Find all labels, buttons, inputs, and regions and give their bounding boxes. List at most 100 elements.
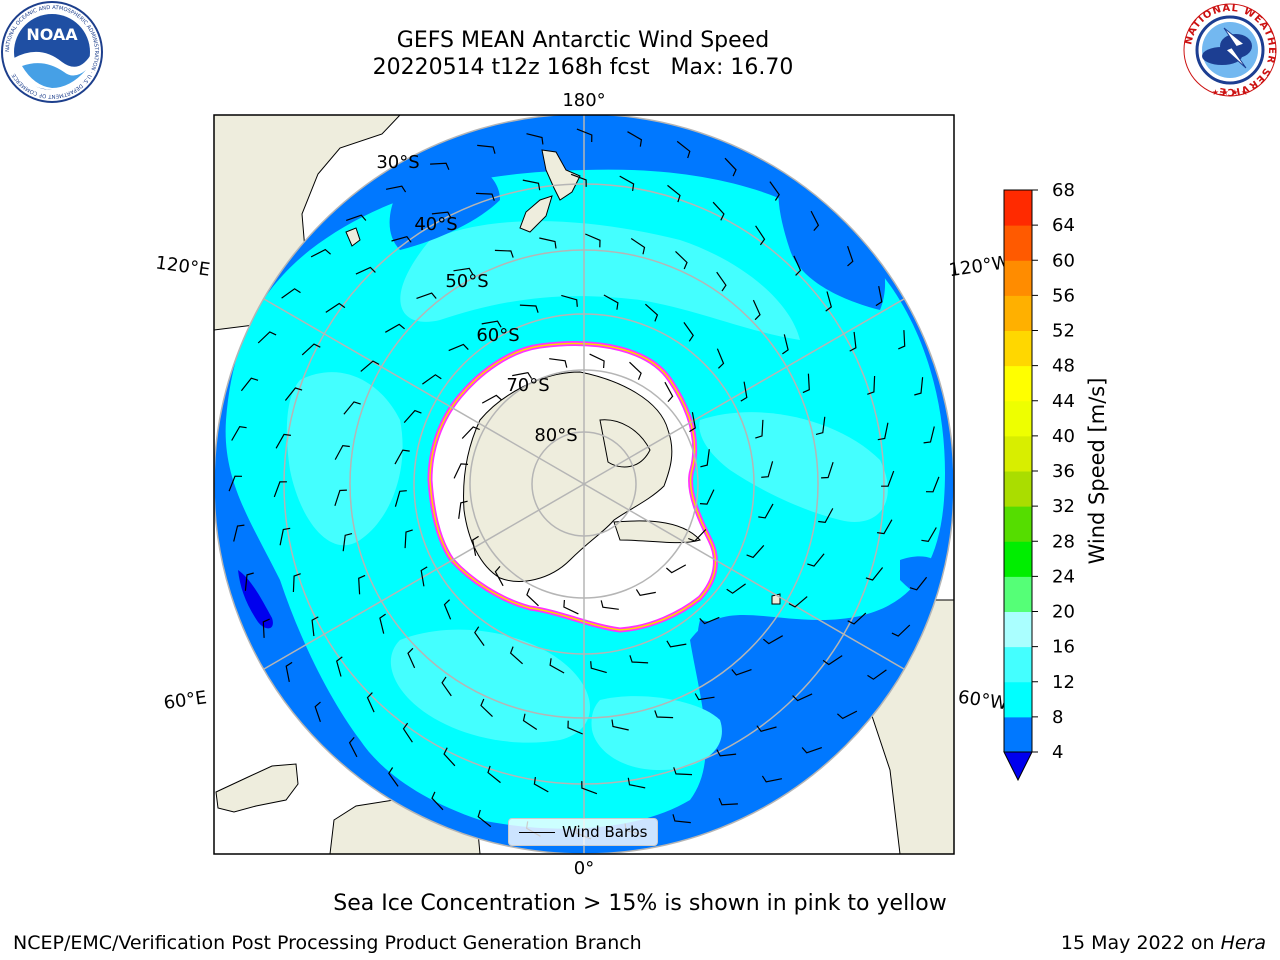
wind-barb bbox=[676, 140, 691, 159]
wind-barb bbox=[761, 461, 774, 478]
wind-barb bbox=[769, 181, 780, 201]
lon-label-120e: 120°E bbox=[154, 252, 211, 280]
lon-label-60e: 60°E bbox=[162, 687, 208, 714]
lon-label-60w: 60°W bbox=[957, 687, 1009, 715]
wind-barb bbox=[385, 323, 405, 333]
madagascar-land bbox=[215, 763, 299, 813]
wind-barb bbox=[877, 422, 889, 441]
wind-barb bbox=[699, 489, 715, 505]
wind-barb bbox=[761, 775, 783, 783]
wind-barb bbox=[257, 331, 277, 344]
colorbar-tick-label: 68 bbox=[1052, 180, 1075, 201]
wind-barb bbox=[240, 377, 259, 392]
chart-subtitle: 20220514 t12z 168h fcst Max: 16.70 bbox=[372, 55, 794, 80]
lon-label-0: 0° bbox=[574, 858, 594, 879]
sea-ice-note: Sea Ice Concentration > 15% is shown in … bbox=[333, 891, 947, 916]
wind-barb bbox=[360, 360, 380, 372]
wind-barb bbox=[740, 381, 748, 402]
wind-barb bbox=[475, 192, 495, 201]
wind-barb bbox=[875, 285, 883, 307]
wind-barb bbox=[793, 255, 802, 276]
wind-barb bbox=[394, 449, 410, 465]
wind-barb bbox=[694, 693, 715, 701]
wind-barb bbox=[231, 425, 247, 441]
wind-barb bbox=[600, 600, 619, 610]
wind-barb bbox=[716, 271, 727, 292]
wind-barb bbox=[334, 489, 347, 506]
wind-barb bbox=[788, 596, 808, 608]
wind-barb bbox=[453, 267, 474, 275]
map-legend: Wind Barbs bbox=[508, 818, 658, 846]
wind-barb bbox=[627, 777, 646, 789]
lat-label-30s: 30°S bbox=[376, 152, 419, 173]
nws-logo: NATIONAL WEATHER SERVICE ★ ★ ★ ★ bbox=[1183, 3, 1277, 97]
wind-barb bbox=[763, 635, 783, 645]
colorbar-segment bbox=[1004, 260, 1032, 296]
wind-barb bbox=[509, 646, 523, 665]
wind-barb bbox=[611, 719, 629, 731]
colorbar-segment bbox=[1004, 646, 1032, 683]
wind-barb bbox=[539, 237, 557, 249]
wind-barb bbox=[355, 266, 376, 275]
wind-barb bbox=[818, 508, 834, 524]
wind-barb bbox=[675, 250, 688, 270]
wind-barb bbox=[672, 814, 691, 824]
wind-barb bbox=[755, 419, 764, 439]
wind-barb bbox=[480, 698, 493, 718]
wind-barb bbox=[801, 747, 822, 754]
wind-barb bbox=[590, 661, 607, 674]
colorbar-segment bbox=[1004, 225, 1032, 261]
colorbar-segment bbox=[1004, 681, 1032, 718]
wind-barb bbox=[881, 470, 895, 487]
map-gridlines bbox=[214, 115, 954, 854]
wind-barb bbox=[301, 343, 321, 356]
wind-barb bbox=[458, 500, 468, 519]
wind-barb bbox=[802, 373, 810, 394]
wind-barb bbox=[407, 647, 416, 669]
wind-barb bbox=[629, 361, 642, 380]
wind-barb bbox=[477, 144, 496, 154]
wind-barb bbox=[404, 529, 413, 549]
wind-barb bbox=[645, 303, 659, 322]
wind-barb bbox=[366, 692, 375, 713]
wind-barb bbox=[782, 334, 789, 355]
colorbar-segment bbox=[1004, 576, 1032, 612]
wind-barb bbox=[443, 599, 452, 620]
wind-barb bbox=[494, 249, 514, 258]
colorbar-extend-arrow bbox=[1003, 751, 1033, 782]
wind-barb bbox=[494, 566, 504, 587]
wind-barb bbox=[416, 292, 437, 299]
wind-barb bbox=[420, 566, 428, 587]
wind-barb bbox=[279, 527, 291, 546]
wind-barb bbox=[448, 343, 469, 352]
wind-barb bbox=[666, 640, 687, 648]
colorbar-tick-label: 28 bbox=[1052, 531, 1075, 552]
wind-barb bbox=[273, 481, 287, 498]
wind-barb bbox=[898, 330, 906, 350]
wind-barb bbox=[576, 128, 593, 143]
wind-barb bbox=[752, 299, 761, 321]
wind-barb bbox=[402, 722, 413, 743]
wind-barb bbox=[603, 294, 619, 310]
wind-barb bbox=[526, 133, 544, 145]
wind-barb bbox=[348, 737, 358, 758]
wind-barb bbox=[487, 765, 501, 784]
wind-barb bbox=[284, 387, 303, 401]
wind-barb bbox=[275, 433, 291, 449]
wind-barb bbox=[388, 767, 399, 787]
wind-barb bbox=[822, 655, 843, 666]
wind-barb bbox=[533, 777, 549, 793]
wind-barb bbox=[461, 426, 480, 439]
svg-text:★ ★ ★ ★: ★ ★ ★ ★ bbox=[1212, 88, 1248, 97]
wind-barb bbox=[688, 529, 707, 542]
wind-barb bbox=[821, 462, 834, 479]
wind-barb bbox=[561, 294, 578, 307]
date-text: 15 May 2022 on bbox=[1060, 932, 1215, 954]
noaa-logo: NOAA NATIONAL OCEANIC AND ATMOSPHERIC AD… bbox=[1, 1, 103, 103]
colorbar-tick-label: 24 bbox=[1052, 566, 1075, 587]
colorbar-tick-label: 40 bbox=[1052, 426, 1075, 447]
wind-barb bbox=[310, 248, 331, 258]
wind-barb bbox=[718, 798, 738, 806]
wind-barb bbox=[627, 131, 643, 147]
wind-barb bbox=[716, 348, 725, 369]
